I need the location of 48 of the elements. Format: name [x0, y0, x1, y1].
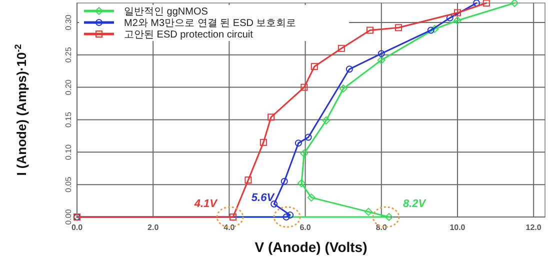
point: [260, 138, 267, 146]
point: [473, 0, 480, 6]
point: [297, 179, 306, 188]
point: [294, 140, 302, 147]
point: [339, 84, 348, 93]
point: [454, 9, 461, 16]
annotation: 4.1V: [193, 198, 219, 210]
point: [300, 84, 308, 91]
point: [482, 0, 490, 6]
y-tick-label: 0.15: [64, 111, 73, 128]
point: [300, 149, 308, 158]
y-tick-label: 0.25: [64, 46, 73, 63]
legend-label: M2와 M3만으로 연결 된 ESD 보호회로: [124, 18, 296, 29]
y-tick-label: 0.05: [64, 176, 73, 192]
point: [307, 194, 316, 202]
x-tick-label: 6.0: [300, 223, 312, 232]
point: [244, 176, 252, 184]
annotation: 5.6V: [251, 192, 276, 204]
point: [430, 24, 439, 33]
point: [270, 200, 278, 208]
point: [310, 63, 318, 70]
x-tick-label: 2.0: [148, 223, 160, 232]
y-tick-label: 0.20: [64, 78, 73, 96]
point: [346, 66, 353, 73]
point: [280, 178, 288, 185]
x-tick-label: 10.0: [450, 223, 466, 232]
x-tick-label: 0.0: [71, 223, 84, 232]
point: [377, 56, 386, 64]
point: [446, 14, 454, 22]
y-tick-label: 0.00: [64, 208, 73, 225]
y-tick-label: 0.30: [64, 14, 73, 30]
point: [268, 114, 275, 121]
point: [378, 50, 385, 58]
point: [510, 0, 519, 7]
y-tick-label: 0.10: [64, 144, 73, 160]
annotation: 8.2V: [403, 198, 428, 210]
point: [338, 44, 345, 52]
point: [304, 134, 312, 141]
point: [427, 26, 434, 34]
point: [322, 116, 330, 124]
point: [366, 26, 374, 34]
point: [395, 24, 402, 32]
legend-label: 고안된 ESD protection circuit: [124, 30, 254, 40]
point: [453, 16, 462, 25]
legend-label: 일반적인 ggNMOS: [124, 6, 208, 18]
point: [364, 208, 372, 216]
x-tick-label: 12.0: [526, 223, 542, 232]
x-axis-title: V (Anode) (Volts): [254, 239, 368, 255]
